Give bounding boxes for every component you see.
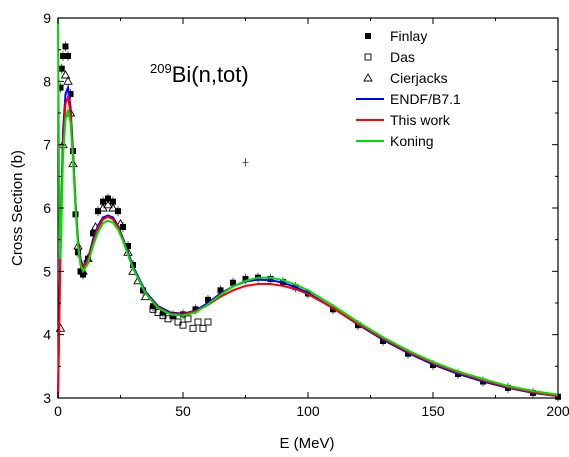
data-point-cierjacks <box>60 70 71 79</box>
data-point-das <box>194 318 202 326</box>
x-tick-label: 200 <box>546 403 569 419</box>
x-tick-label: 150 <box>421 403 445 419</box>
data-point-cierjacks <box>103 199 113 209</box>
legend-label-cierjacks: Cierjacks <box>390 70 448 86</box>
series-line-endf-b7-1 <box>57 83 559 399</box>
chart-marks <box>55 17 561 402</box>
data-point-das <box>199 324 207 332</box>
legend: Finlay Das Cierjacks ENDF/B7.1 This work Koni… <box>356 28 461 149</box>
y-tick-label: 6 <box>43 200 51 216</box>
data-point-finlay <box>90 230 96 237</box>
axis-ticks: 0 50 100 150 200 3 4 5 6 7 8 9 <box>43 10 569 419</box>
data-point-das <box>189 324 197 332</box>
y-tick-label: 8 <box>43 73 51 89</box>
legend-label-das: Das <box>390 49 415 65</box>
x-axis-label: E (MeV) <box>279 435 334 452</box>
data-point-cierjacks <box>78 266 88 275</box>
series-line-this-work <box>57 93 559 399</box>
y-tick-label: 3 <box>43 390 51 406</box>
data-point-finlay <box>65 53 71 59</box>
legend-label-endf-b7-1: ENDF/B7.1 <box>390 91 461 107</box>
data-point-finlay <box>100 198 106 205</box>
legend-marker-finlay <box>365 33 371 39</box>
y-tick-label: 4 <box>43 327 51 343</box>
chart-title: 209Bi(n,tot) <box>150 61 249 87</box>
outlier-point <box>242 158 249 167</box>
data-point-finlay <box>58 65 65 72</box>
data-point-finlay <box>62 43 69 50</box>
chart-title-superscript: 209 <box>150 61 172 76</box>
y-tick-label: 5 <box>43 263 51 279</box>
y-tick-label: 7 <box>43 137 51 153</box>
data-point-finlay <box>170 312 176 319</box>
legend-marker-das <box>364 53 372 61</box>
series-finlay <box>57 41 561 402</box>
series-das <box>149 305 212 332</box>
legend-label-this-work: This work <box>390 112 451 128</box>
x-tick-label: 0 <box>54 403 62 419</box>
y-axis-label: Cross Section (b) <box>9 150 26 266</box>
data-point-finlay <box>105 195 111 202</box>
data-point-finlay <box>205 296 211 303</box>
data-point-finlay <box>125 243 131 249</box>
x-tick-label: 100 <box>296 403 320 419</box>
series-line-koning <box>57 17 559 396</box>
data-point-finlay <box>217 287 224 294</box>
data-point-finlay <box>330 306 336 313</box>
data-point-cierjacks <box>63 76 73 85</box>
data-point-cierjacks <box>108 203 118 212</box>
chart-title-main: Bi(n,tot) <box>172 62 249 87</box>
y-tick-label: 9 <box>43 10 51 26</box>
legend-marker-cierjacks <box>363 73 373 82</box>
data-point-finlay <box>380 338 386 344</box>
data-point-finlay <box>67 91 74 97</box>
data-point-finlay <box>95 208 101 215</box>
legend-label-finlay: Finlay <box>390 28 427 44</box>
data-point-das <box>184 315 192 323</box>
plot-frame <box>57 17 559 399</box>
legend-label-koning: Koning <box>390 133 434 149</box>
data-point-finlay <box>115 208 121 215</box>
data-point-finlay <box>110 198 116 205</box>
data-point-das <box>204 318 212 326</box>
data-point-cierjacks <box>115 218 126 228</box>
data-point-das <box>179 321 187 329</box>
data-point-finlay <box>230 279 236 286</box>
x-tick-label: 50 <box>175 403 191 419</box>
data-point-finlay <box>60 53 66 59</box>
data-point-finlay <box>267 275 274 282</box>
data-point-finlay <box>242 275 249 282</box>
data-point-finlay <box>192 306 199 313</box>
data-point-finlay <box>57 84 64 91</box>
